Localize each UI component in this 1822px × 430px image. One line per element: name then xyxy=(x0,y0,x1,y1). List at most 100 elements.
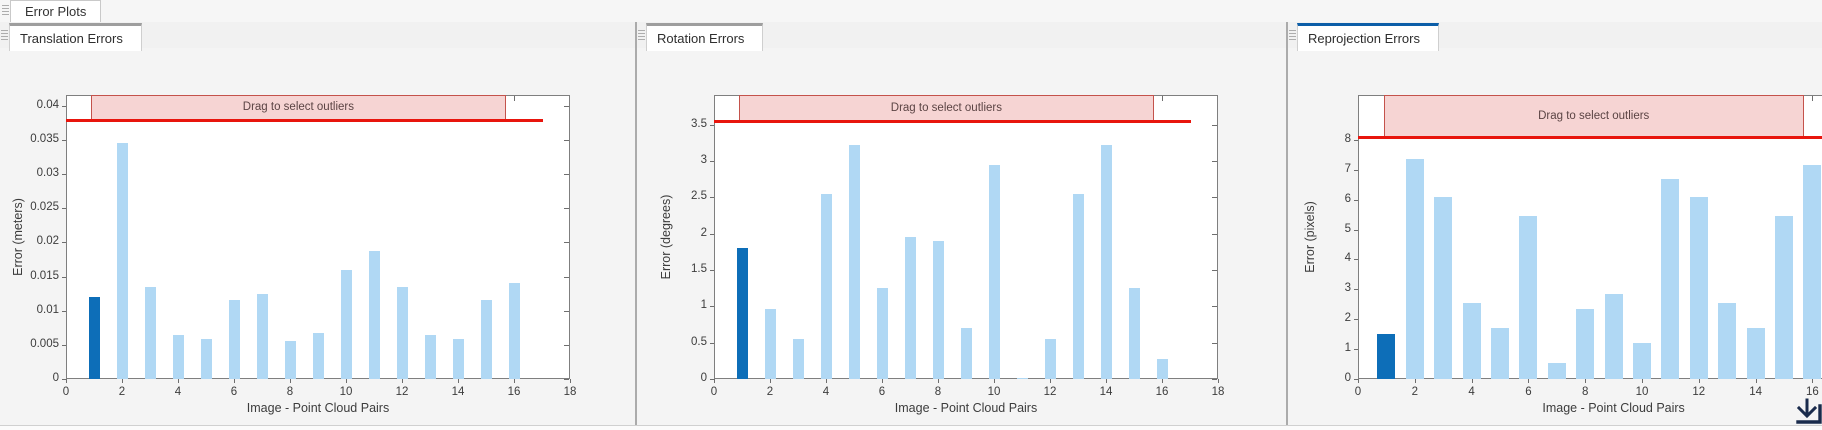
drag-grip[interactable] xyxy=(2,5,9,17)
tab-reprojection-errors[interactable]: Reprojection Errors xyxy=(1297,23,1439,51)
bar[interactable] xyxy=(452,339,464,379)
bar[interactable] xyxy=(1434,196,1453,379)
x-tick xyxy=(1106,379,1107,383)
bar[interactable] xyxy=(848,145,860,379)
bar[interactable] xyxy=(904,237,916,379)
tab-translation-errors[interactable]: Translation Errors xyxy=(9,23,142,51)
drag-to-select-outliers-banner[interactable]: Drag to select outliers xyxy=(1383,95,1804,137)
bar[interactable] xyxy=(200,339,212,379)
x-tick xyxy=(1528,379,1530,383)
bar[interactable] xyxy=(1775,216,1793,379)
y-tick xyxy=(1354,199,1358,201)
bar[interactable] xyxy=(932,240,944,379)
bar[interactable] xyxy=(1100,145,1112,379)
bar[interactable] xyxy=(508,283,520,379)
bar[interactable] xyxy=(792,339,804,379)
reprojection-errors-chart[interactable]: Error (pixels) Image - Point Cloud Pairs… xyxy=(1288,22,1822,425)
drag-grip[interactable] xyxy=(638,30,645,42)
x-tick-label: 12 xyxy=(1043,386,1057,398)
rotation-errors-chart[interactable]: Error (degrees) Image - Point Cloud Pair… xyxy=(637,22,1628,425)
drag-to-select-outliers-banner[interactable]: Drag to select outliers xyxy=(739,95,1154,122)
x-tick xyxy=(1358,379,1359,383)
bar[interactable] xyxy=(1803,165,1822,379)
bar[interactable] xyxy=(1128,288,1140,379)
x-tick xyxy=(1698,379,1700,383)
y-tick-right xyxy=(564,174,569,176)
tab-error-plots-label: Error Plots xyxy=(25,4,87,19)
y-tick xyxy=(710,379,714,380)
bar[interactable] xyxy=(1689,196,1708,379)
y-tick xyxy=(62,140,66,142)
bar[interactable] xyxy=(1016,377,1028,379)
x-tick-label: 18 xyxy=(563,386,577,398)
bar[interactable] xyxy=(1491,328,1509,379)
y-tick-label: 2 xyxy=(1344,312,1351,325)
y-tick-right xyxy=(1212,379,1217,380)
drag-grip[interactable] xyxy=(1289,30,1296,42)
bar[interactable] xyxy=(172,334,184,379)
y-tick-right xyxy=(564,310,569,312)
drag-to-select-outliers-banner[interactable]: Drag to select outliers xyxy=(91,95,506,120)
bar[interactable] xyxy=(396,286,408,379)
bar[interactable] xyxy=(1661,178,1680,379)
x-tick xyxy=(1585,379,1587,383)
bar[interactable] xyxy=(116,143,128,379)
bar-selected[interactable] xyxy=(88,297,100,379)
bar[interactable] xyxy=(988,164,1000,379)
bar[interactable] xyxy=(1718,302,1737,379)
y-tick-label: 0.5 xyxy=(691,335,707,348)
tab-error-plots[interactable]: Error Plots xyxy=(10,0,102,22)
bar[interactable] xyxy=(820,193,832,379)
y-tick-label: 4 xyxy=(1344,252,1351,265)
bar[interactable] xyxy=(1044,339,1056,379)
dock-figure-icon[interactable] xyxy=(1792,398,1822,430)
bar[interactable] xyxy=(228,300,240,379)
y-tick-label: 0 xyxy=(1344,372,1351,384)
x-tick-label: 8 xyxy=(1581,386,1589,398)
y-tick xyxy=(62,208,66,210)
threshold-line[interactable] xyxy=(714,120,1192,124)
x-tick xyxy=(402,379,403,383)
y-tick xyxy=(62,310,66,312)
bar[interactable] xyxy=(1604,293,1623,379)
x-tick xyxy=(1471,379,1473,383)
x-tick xyxy=(122,379,123,383)
bar[interactable] xyxy=(480,300,492,379)
bar[interactable] xyxy=(1156,359,1168,379)
y-tick xyxy=(62,242,66,244)
bar[interactable] xyxy=(1547,362,1566,379)
bar[interactable] xyxy=(144,286,156,379)
bar[interactable] xyxy=(1576,308,1595,379)
bar[interactable] xyxy=(764,308,776,379)
bar[interactable] xyxy=(1405,159,1424,379)
bar[interactable] xyxy=(1462,302,1481,379)
bar[interactable] xyxy=(256,293,268,379)
bottom-edge xyxy=(0,425,1822,430)
bar[interactable] xyxy=(312,333,324,379)
x-tick-top xyxy=(514,96,515,101)
x-tick-label: 16 xyxy=(507,386,521,398)
threshold-line[interactable] xyxy=(66,118,544,122)
bar[interactable] xyxy=(1746,328,1765,379)
bar-selected[interactable] xyxy=(1377,334,1396,379)
bar[interactable] xyxy=(876,288,888,379)
tab-translation-errors-label: Translation Errors xyxy=(20,31,123,46)
translation-errors-chart[interactable]: Error (meters) Image - Point Cloud Pairs… xyxy=(0,22,975,425)
bar[interactable] xyxy=(424,334,436,379)
bar[interactable] xyxy=(1072,193,1084,379)
bar[interactable] xyxy=(340,269,352,379)
tab-rotation-errors[interactable]: Rotation Errors xyxy=(646,23,764,51)
bar[interactable] xyxy=(1633,343,1651,379)
bar[interactable] xyxy=(1519,216,1538,379)
y-tick-right xyxy=(564,140,569,142)
x-tick xyxy=(770,379,771,383)
y-tick-label: 0 xyxy=(52,372,59,384)
x-tick-label: 10 xyxy=(339,386,353,398)
bar[interactable] xyxy=(960,328,972,379)
drag-grip[interactable] xyxy=(1,30,8,42)
threshold-line[interactable] xyxy=(1358,135,1822,139)
bar-selected[interactable] xyxy=(736,248,748,379)
bar[interactable] xyxy=(368,250,380,379)
y-tick xyxy=(1354,289,1358,291)
bar[interactable] xyxy=(284,341,296,379)
